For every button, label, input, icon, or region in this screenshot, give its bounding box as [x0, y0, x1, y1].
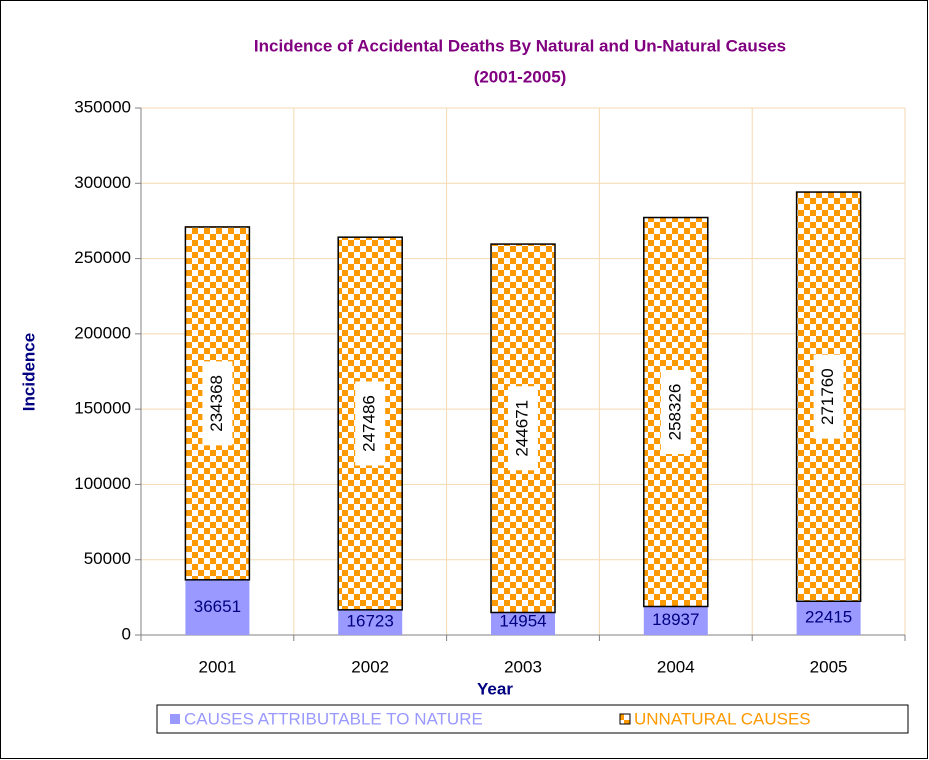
data-label-box — [202, 361, 233, 446]
y-tick-label: 150000 — [74, 399, 131, 418]
bar-segment — [643, 606, 708, 635]
bar-segment — [185, 579, 250, 635]
y-tick-label: 50000 — [84, 549, 131, 568]
data-label: 18937 — [652, 610, 699, 629]
data-label-box — [508, 386, 538, 471]
y-axis-title: Incidence — [19, 333, 38, 411]
x-tick-label: 2003 — [504, 657, 542, 676]
y-tick-label: 300000 — [74, 173, 131, 192]
x-tick-label: 2001 — [198, 657, 236, 676]
data-label: 247486 — [360, 395, 379, 452]
data-label: 258326 — [665, 384, 684, 441]
data-label: 234368 — [207, 375, 226, 432]
y-tick-label: 0 — [122, 624, 131, 643]
data-label-box — [355, 381, 386, 466]
x-tick-label: 2004 — [657, 657, 695, 676]
data-label: 271760 — [818, 368, 837, 425]
bar-segment — [491, 612, 555, 635]
data-label: 14954 — [499, 611, 546, 630]
chart-title: (2001-2005) — [474, 67, 567, 86]
chart-title: Incidence of Accidental Deaths By Natura… — [254, 36, 786, 55]
data-label-box — [660, 370, 691, 455]
y-tick-label: 250000 — [74, 248, 131, 267]
legend-swatch — [619, 713, 631, 725]
legend-label: UNNATURAL CAUSES — [634, 709, 811, 728]
y-tick-label: 200000 — [74, 323, 131, 342]
x-tick-label: 2002 — [351, 657, 389, 676]
legend-label: CAUSES ATTRIBUTABLE TO NATURE — [184, 709, 483, 728]
bar-segment — [338, 609, 403, 635]
x-axis-title: Year — [477, 679, 513, 698]
legend-box — [156, 704, 909, 734]
y-tick-label: 350000 — [74, 97, 131, 116]
y-tick-label: 100000 — [74, 474, 131, 493]
data-label: 244671 — [512, 400, 531, 457]
data-label: 16723 — [347, 611, 394, 630]
legend-swatch — [170, 714, 180, 724]
x-tick-label: 2005 — [810, 657, 848, 676]
data-label: 36651 — [194, 597, 241, 616]
data-label-box — [813, 354, 844, 439]
bar-segment — [796, 601, 861, 635]
data-label: 22415 — [805, 608, 852, 627]
